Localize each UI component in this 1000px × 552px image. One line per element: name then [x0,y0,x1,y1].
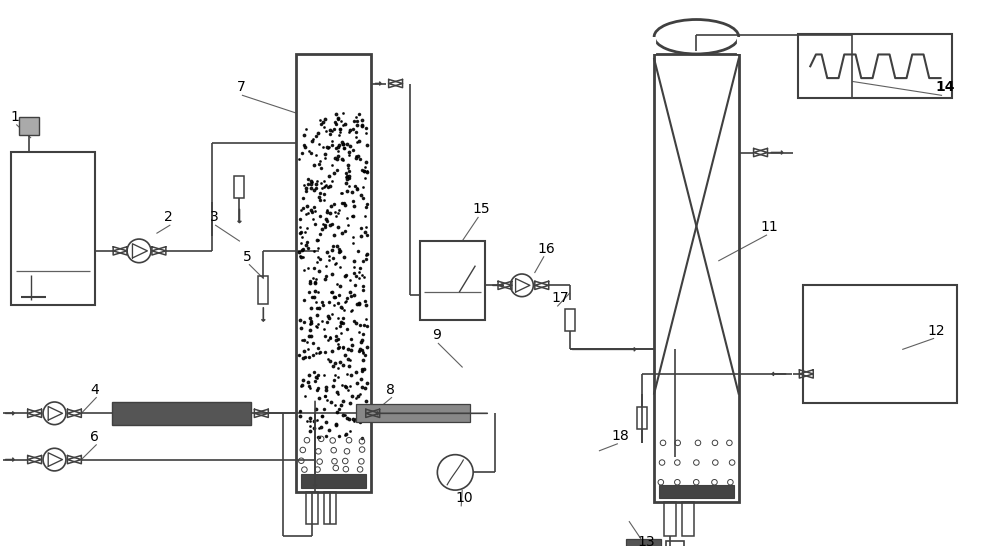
Bar [301,474,366,488]
Text: 2: 2 [164,210,173,224]
Text: 12: 12 [928,323,945,338]
Text: 1: 1 [11,110,20,124]
Bar [356,405,470,422]
Text: 17: 17 [552,291,569,305]
Text: 16: 16 [538,242,556,256]
Bar [664,502,676,537]
Text: 5: 5 [243,250,252,264]
Text: 14: 14 [936,81,955,94]
Bar [19,117,39,135]
Bar [803,285,957,404]
Bar [296,54,371,492]
Bar [637,407,647,429]
Bar [798,34,952,98]
Bar [565,309,575,331]
Text: 11: 11 [761,220,778,234]
Text: 18: 18 [611,429,629,443]
Text: 8: 8 [386,383,395,397]
Text: 13: 13 [637,535,655,549]
Text: 15: 15 [472,203,490,216]
Text: 6: 6 [90,430,99,444]
Bar [420,241,485,320]
Bar [682,502,694,537]
Bar [234,176,244,198]
Text: 3: 3 [210,210,218,224]
Bar [659,485,734,498]
Text: 4: 4 [90,383,99,397]
Bar [626,539,661,552]
Bar [666,542,684,552]
Bar [11,152,95,305]
Bar [654,54,739,502]
Text: 10: 10 [455,491,473,505]
Bar [306,492,318,524]
Bar [258,277,268,304]
Text: 9: 9 [432,328,441,342]
Text: 7: 7 [236,81,245,94]
Bar [112,401,251,425]
Bar [324,492,336,524]
